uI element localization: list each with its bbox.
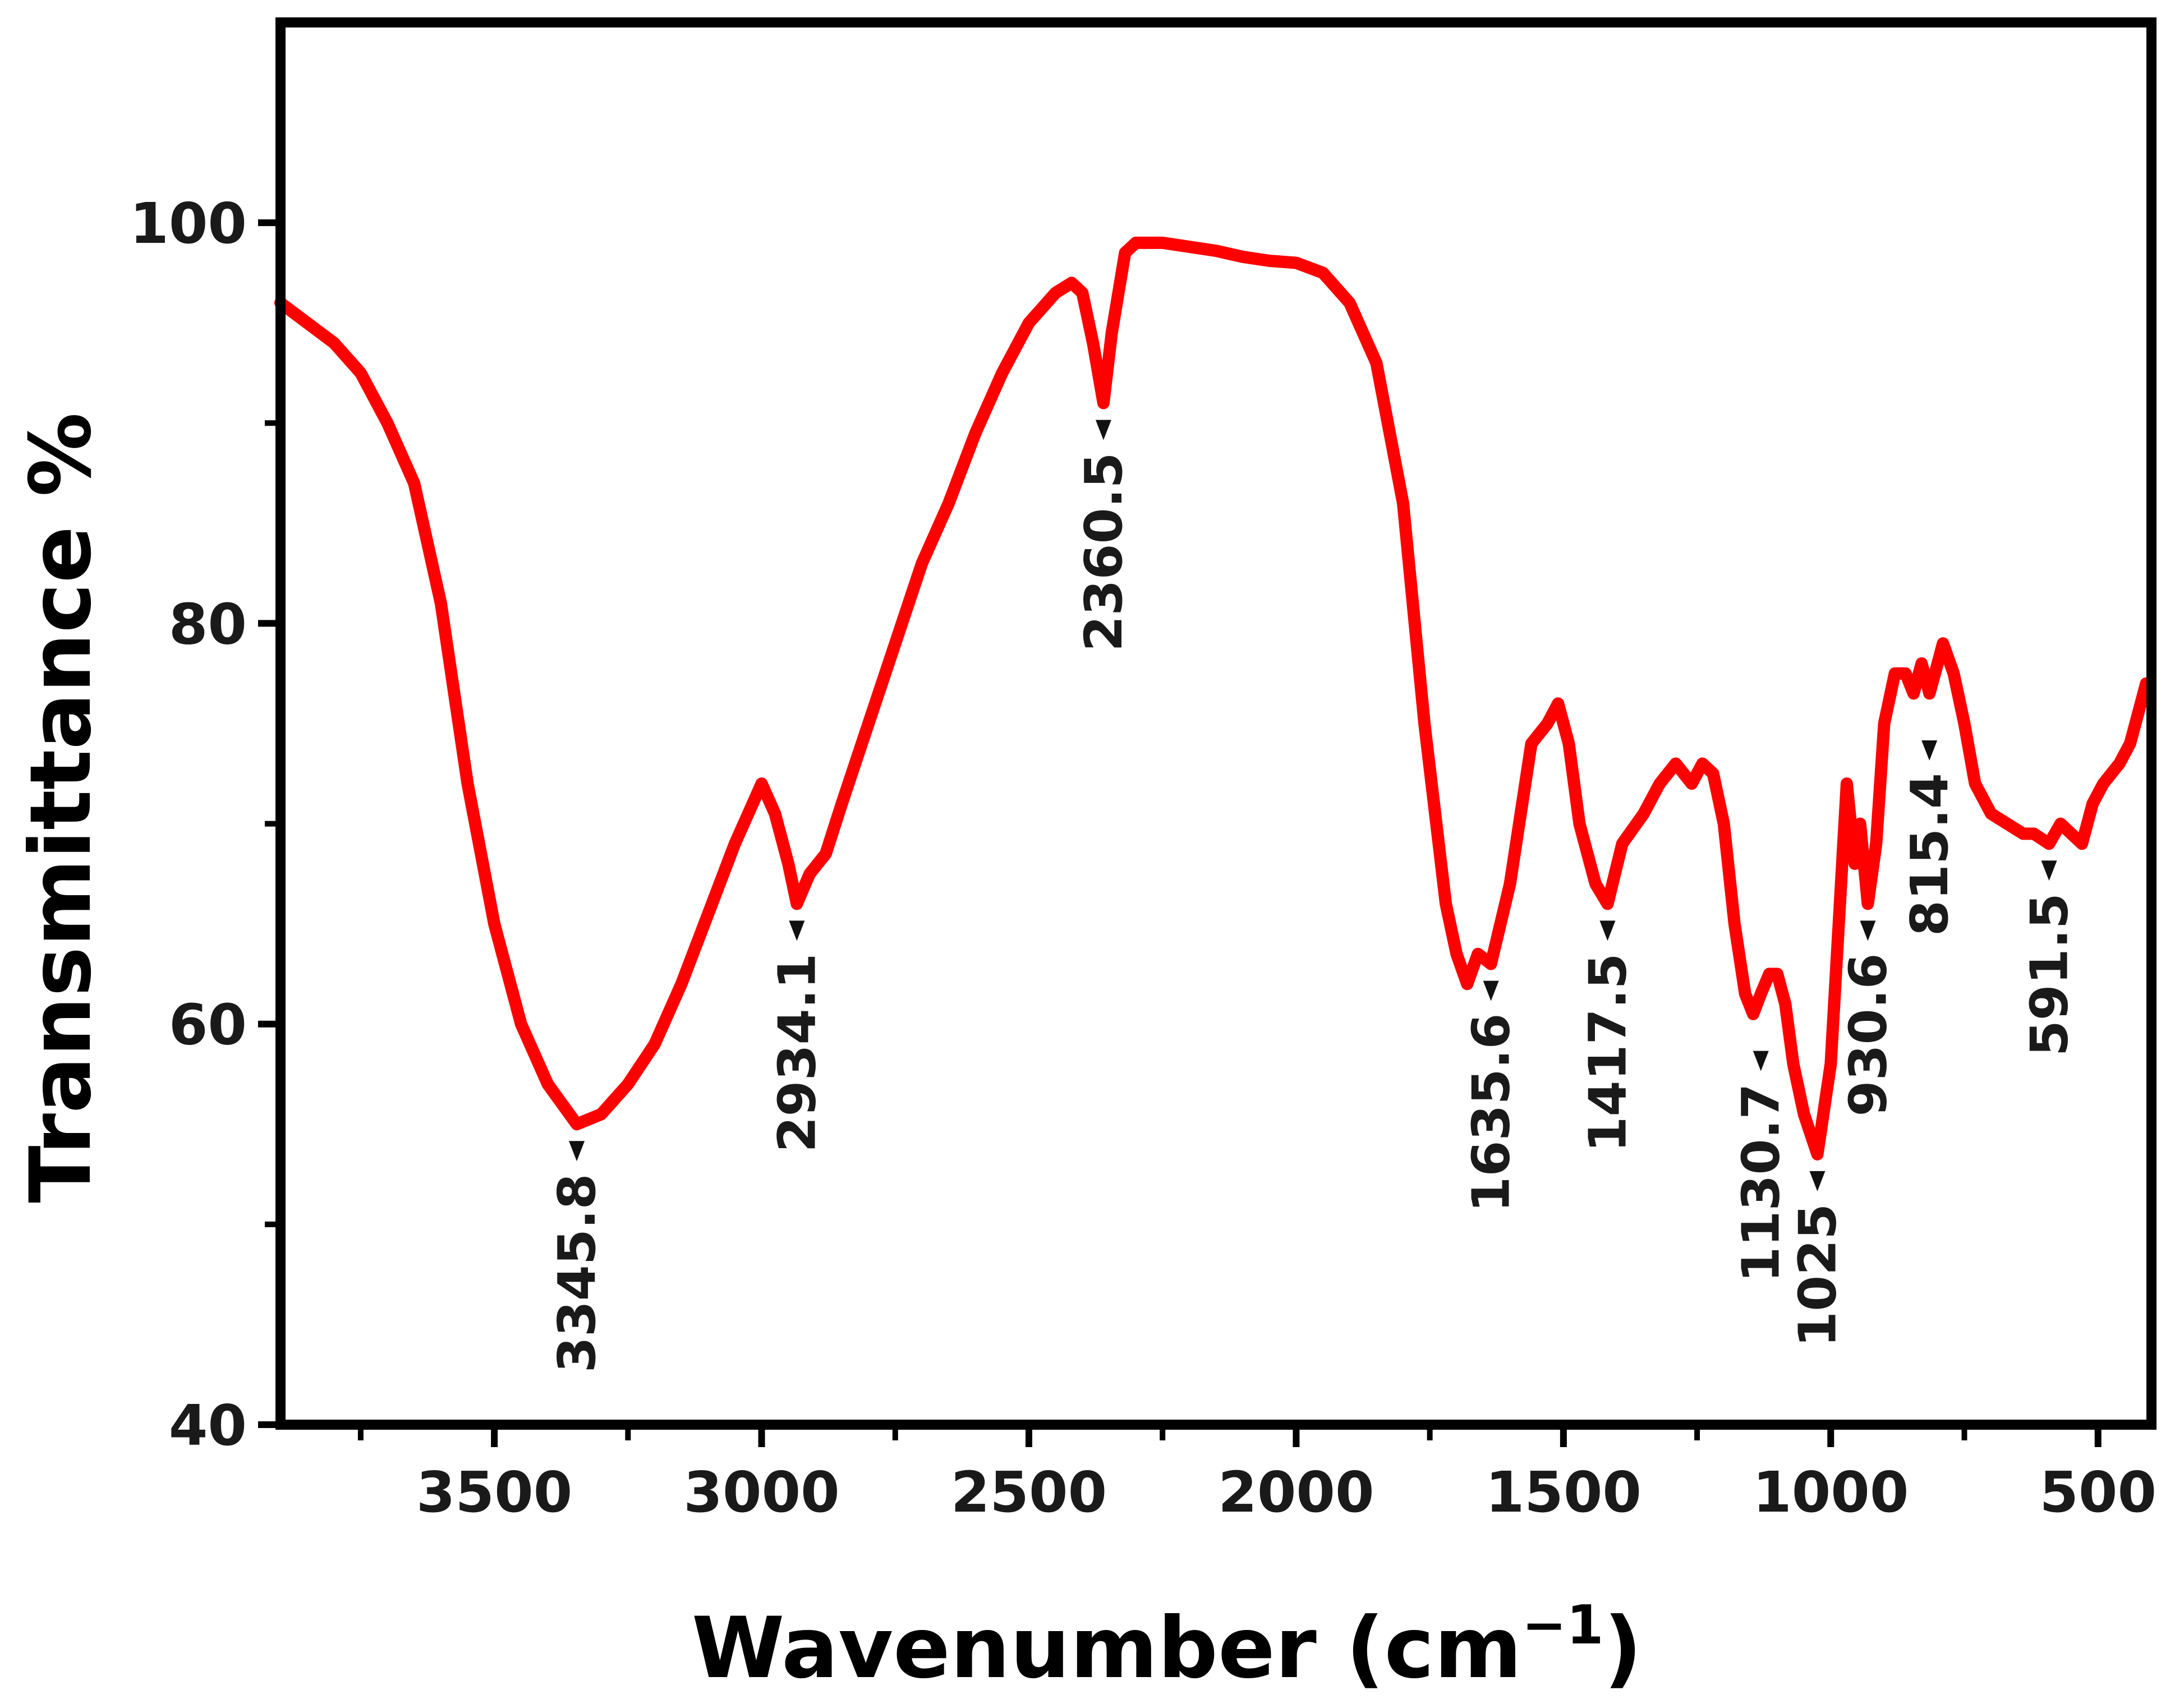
tick-labels-layer: 3500 3000 2500 2000 1500 1000 500 40 60 80 100 xyxy=(130,191,2157,1525)
peak-arrow xyxy=(2041,860,2057,881)
x-tick-label: 3000 xyxy=(683,1459,839,1525)
peak-label: 2934.1 xyxy=(767,953,827,1152)
annotations-layer: 3345.8 2934.1 2360.5 1635.6 1417.5 1130.71025… xyxy=(547,420,2080,1373)
peak-arrow xyxy=(1809,1171,1826,1191)
peak-arrow xyxy=(1921,740,1938,761)
y-axis-title: Transmittance % xyxy=(12,412,110,1203)
peak-arrow xyxy=(1860,920,1876,941)
peak-label: 591.5 xyxy=(2020,893,2080,1056)
peak-label: 1635.6 xyxy=(1461,1014,1521,1213)
spectrum-line xyxy=(274,236,2153,1160)
x-tick-label: 1000 xyxy=(1753,1459,1909,1525)
peak-label: 930.6 xyxy=(1838,953,1898,1116)
plot-frame xyxy=(275,17,2157,1430)
x-axis-title: Wavenumber (cm−1) xyxy=(692,1595,1642,1697)
peak-label: 1417.5 xyxy=(1578,953,1638,1152)
x-axis-title-superscript: −1 xyxy=(1522,1595,1604,1656)
curve-layer xyxy=(274,236,2153,1160)
x-tick-label: 2000 xyxy=(1218,1459,1374,1525)
x-tick-label: 1500 xyxy=(1486,1459,1642,1525)
peak-arrow xyxy=(1483,980,1499,1001)
peak-label: 2360.5 xyxy=(1074,453,1134,652)
peak-label: 3345.8 xyxy=(547,1173,607,1373)
peak-label: 1025 xyxy=(1787,1204,1847,1347)
x-tick-label: 3500 xyxy=(416,1459,572,1525)
peak-arrow xyxy=(1095,420,1111,440)
x-tick-label: 2500 xyxy=(951,1459,1107,1525)
peak-arrow xyxy=(789,920,805,941)
peak-arrow xyxy=(1753,1051,1769,1071)
peak-label: 1130.7 xyxy=(1731,1084,1791,1283)
peak-label: 815.4 xyxy=(1900,773,1960,936)
peak-arrow xyxy=(1599,920,1616,941)
x-axis-title-close: ) xyxy=(1603,1600,1642,1697)
y-tick-label: 80 xyxy=(169,591,247,657)
peak-arrow xyxy=(569,1141,585,1162)
y-tick-label: 40 xyxy=(169,1393,247,1458)
y-tick-label: 100 xyxy=(130,191,247,256)
x-tick-label: 500 xyxy=(2039,1459,2157,1525)
y-tick-label: 60 xyxy=(169,992,247,1058)
x-axis-title-main: Wavenumber (cm xyxy=(692,1600,1522,1697)
